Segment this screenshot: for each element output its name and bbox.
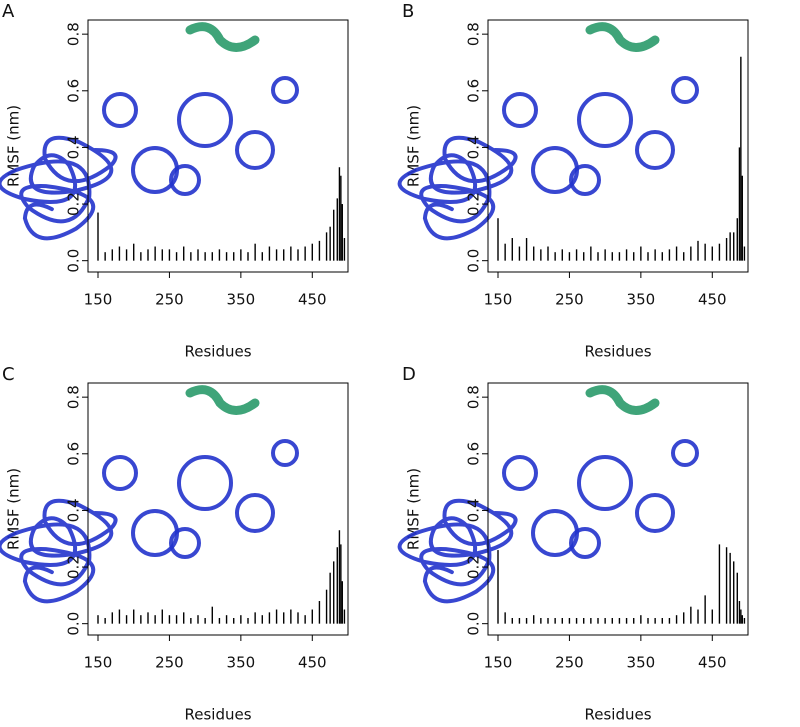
y-tick-label: 0.4 [65, 135, 83, 159]
plot-box [87, 19, 349, 273]
y-tick-label: 0.6 [465, 442, 483, 466]
protein-loop [502, 92, 538, 128]
protein-loop [169, 527, 201, 559]
panel-letter: B [402, 1, 414, 22]
x-tick-label: 350 [627, 654, 656, 672]
protein-ribbon [0, 498, 118, 604]
panel: B RMSF (nm) Residues 0.0 0.2 0.4 0.6 0.8 150 250 3… [397, 1, 749, 361]
x-tick-label: 450 [698, 654, 727, 672]
panel-letter: D [402, 364, 416, 385]
y-tick-label: 0.0 [465, 612, 483, 636]
x-tick-label: 150 [84, 654, 113, 672]
x-tick-label: 150 [84, 291, 113, 309]
y-tick-label: 0.8 [65, 22, 83, 46]
protein-loop [671, 76, 699, 104]
panel: D RMSF (nm) Residues 0.0 0.2 0.4 0.6 0.8 150 250 3… [397, 364, 749, 724]
x-tick-label: 450 [298, 291, 327, 309]
protein-structure [0, 22, 299, 241]
y-axis-label: RMSF (nm) [5, 468, 23, 550]
x-tick-label: 250 [555, 654, 584, 672]
panel: A RMSF (nm) Residues 0.0 0.2 0.4 0.6 0.8 150 250 3… [0, 1, 349, 361]
protein-helix [585, 385, 660, 415]
y-tick-label: 0.4 [65, 498, 83, 522]
protein-structure [0, 385, 299, 604]
plot-box [487, 19, 749, 273]
y-tick-label: 0.8 [465, 22, 483, 46]
protein-loop [271, 76, 299, 104]
y-axis-label: RMSF (nm) [5, 105, 23, 187]
protein-loop [635, 493, 675, 533]
protein-ribbon [397, 135, 518, 241]
protein-loop [569, 164, 601, 196]
protein-ribbon [0, 135, 118, 241]
protein-loop [671, 439, 699, 467]
protein-helix [185, 385, 260, 415]
y-tick-label: 0.2 [65, 192, 83, 216]
protein-loop [169, 164, 201, 196]
x-axis-label: Residues [184, 706, 251, 724]
y-tick-label: 0.0 [65, 249, 83, 273]
plot-box [487, 382, 749, 636]
protein-loop [271, 439, 299, 467]
x-tick-label: 250 [155, 654, 184, 672]
y-tick-label: 0.0 [65, 612, 83, 636]
y-axis-label: RMSF (nm) [405, 105, 423, 187]
y-tick-label: 0.2 [465, 555, 483, 579]
protein-ribbon [397, 498, 518, 604]
y-tick-label: 0.6 [65, 79, 83, 103]
protein-loop [102, 455, 138, 491]
protein-loop [502, 455, 538, 491]
protein-loop [635, 130, 675, 170]
y-tick-label: 0.6 [465, 79, 483, 103]
protein-loop [235, 493, 275, 533]
x-tick-label: 250 [155, 291, 184, 309]
x-tick-label: 350 [227, 654, 256, 672]
y-tick-label: 0.2 [65, 555, 83, 579]
x-tick-label: 150 [484, 291, 513, 309]
x-tick-label: 350 [627, 291, 656, 309]
y-tick-label: 0.0 [465, 249, 483, 273]
y-tick-label: 0.6 [65, 442, 83, 466]
protein-loop [577, 455, 633, 511]
y-tick-label: 0.8 [465, 385, 483, 409]
protein-structure [397, 22, 699, 241]
x-tick-label: 450 [698, 291, 727, 309]
panel-letter: C [2, 364, 15, 385]
plot-box [87, 382, 349, 636]
y-tick-label: 0.4 [465, 498, 483, 522]
x-axis-label: Residues [184, 343, 251, 361]
protein-loop [569, 527, 601, 559]
x-tick-label: 250 [555, 291, 584, 309]
x-tick-label: 350 [227, 291, 256, 309]
panel: C RMSF (nm) Residues 0.0 0.2 0.4 0.6 0.8 150 250 3… [0, 364, 349, 724]
x-axis-label: Residues [584, 343, 651, 361]
protein-helix [585, 22, 660, 52]
protein-loop [102, 92, 138, 128]
panel-letter: A [2, 1, 15, 22]
protein-loop [577, 92, 633, 148]
y-axis-label: RMSF (nm) [405, 468, 423, 550]
x-tick-label: 150 [484, 654, 513, 672]
x-tick-label: 450 [298, 654, 327, 672]
protein-helix [185, 22, 260, 52]
y-tick-label: 0.2 [465, 192, 483, 216]
protein-loop [177, 92, 233, 148]
protein-loop [177, 455, 233, 511]
y-tick-label: 0.8 [65, 385, 83, 409]
y-tick-label: 0.4 [465, 135, 483, 159]
protein-structure [397, 385, 699, 604]
x-axis-label: Residues [584, 706, 651, 724]
protein-loop [235, 130, 275, 170]
